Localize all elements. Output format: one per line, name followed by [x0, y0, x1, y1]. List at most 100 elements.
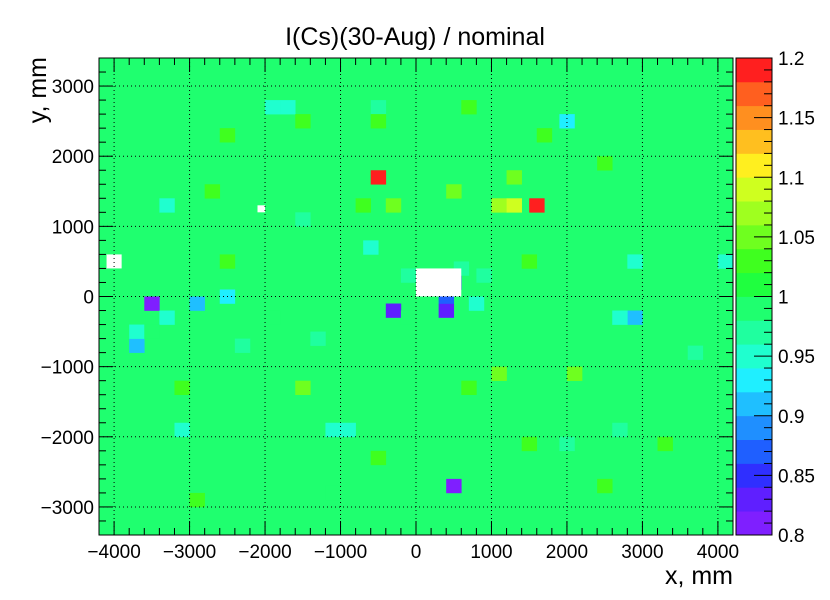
- heatmap-cell: [355, 198, 372, 213]
- color-scale-label: 0.8: [778, 526, 804, 547]
- color-scale-label: 0.85: [778, 466, 815, 487]
- color-scale-label: 0.95: [778, 347, 815, 368]
- heatmap-cell: [559, 436, 575, 452]
- heatmap-cell: [363, 240, 379, 255]
- color-scale-label: 1.05: [778, 228, 815, 249]
- heatmap-cell: [438, 303, 455, 318]
- heatmap-cell: [612, 310, 628, 325]
- x-tick-label: −4000: [87, 542, 140, 563]
- color-scale-label: 1.2: [778, 49, 804, 70]
- grid-lines: [99, 58, 733, 535]
- color-scale-label: 0.9: [778, 407, 804, 428]
- heatmap-cell: [385, 303, 402, 318]
- color-scale-ticks: 0.8 0.85 0.9 0.95 1 1.05 1.1 1.15 1.2: [754, 49, 815, 547]
- heatmap-empty-cell: [106, 254, 122, 269]
- x-tick-label: −1000: [314, 542, 367, 563]
- y-tick-label: −2000: [41, 428, 94, 449]
- heatmap-cell: [506, 170, 522, 185]
- heatmap-empty-cell: [416, 268, 462, 297]
- heatmap-cell: [189, 296, 205, 311]
- heatmap-cell: [461, 380, 477, 396]
- heatmap-cell: [717, 254, 733, 269]
- heatmap-cell: [529, 198, 545, 213]
- heatmap-cell: [370, 100, 387, 115]
- heatmap-cell: [204, 184, 221, 199]
- y-axis-ticks: −3000 −2000 −1000 0 1000 2000 3000: [41, 57, 733, 536]
- heatmap-cell: [446, 478, 462, 494]
- heatmap-cell: [265, 100, 281, 115]
- heatmap-cell: [657, 436, 673, 452]
- x-tick-label: 1000: [470, 542, 512, 563]
- y-tick-label: 1000: [52, 217, 94, 238]
- heatmap-cell: [446, 184, 462, 199]
- heatmap-cell: [129, 324, 145, 339]
- heatmap-cell: [506, 198, 522, 213]
- x-tick-label: −2000: [238, 542, 291, 563]
- heatmap-cell: [219, 254, 236, 269]
- y-tick-label: −3000: [41, 498, 94, 519]
- x-tick-label: 4000: [697, 542, 739, 563]
- chart-title: I(Cs)(30-Aug) / nominal: [285, 23, 545, 51]
- heatmap-cell: [400, 268, 417, 283]
- heatmap-cell: [159, 198, 175, 213]
- x-tick-label: 0: [411, 542, 422, 563]
- y-tick-label: 0: [83, 288, 94, 309]
- heatmap-cell: [144, 324, 160, 339]
- x-tick-label: −3000: [163, 542, 216, 563]
- heatmap-cell: [612, 422, 628, 438]
- heatmap-cell: [325, 422, 341, 438]
- heatmap-cell: [189, 492, 205, 508]
- heatmap-cell: [687, 345, 704, 360]
- heatmap-cell: [129, 338, 145, 353]
- heatmap-cell: [468, 296, 485, 311]
- heatmap-cell: [144, 296, 160, 311]
- x-tick-label: 2000: [546, 542, 588, 563]
- heatmap-cell: [340, 422, 356, 438]
- heatmap-cell: [219, 128, 236, 143]
- heatmap-cell: [280, 100, 296, 115]
- heatmap-cell: [370, 450, 387, 466]
- heatmap-cell: [559, 114, 575, 129]
- heatmap-cell: [491, 198, 507, 213]
- heatmap-cell: [400, 310, 417, 325]
- color-scale-label: 1: [778, 288, 789, 309]
- heatmap-cell: [325, 485, 341, 501]
- heatmap-cell: [521, 254, 538, 269]
- heatmap-cell: [310, 331, 326, 346]
- plot-area: −4000 −3000 −2000 −1000 0 1000 2000 3000 4000 −3…: [41, 57, 739, 563]
- heatmap-cell: [370, 170, 387, 185]
- x-tick-label: 3000: [621, 542, 663, 563]
- heatmap-cell: [234, 338, 251, 353]
- heatmap-cell: [597, 478, 613, 494]
- heatmap-cell: [461, 100, 477, 115]
- y-axis-label: y, mm: [24, 57, 52, 123]
- heatmap-cell: [566, 366, 583, 381]
- heatmap-cell: [476, 268, 492, 283]
- heatmap-cell: [159, 310, 175, 325]
- heatmap-cell: [521, 436, 538, 452]
- heatmap-cell: [295, 380, 311, 396]
- heatmap-cell: [627, 254, 643, 269]
- heatmap-cell: [536, 128, 553, 143]
- heatmap-cell: [385, 198, 402, 213]
- x-axis-label: x, mm: [665, 562, 733, 590]
- y-tick-label: −1000: [41, 358, 94, 379]
- heatmap-cells: [99, 58, 733, 535]
- heatmap-cell: [597, 156, 613, 171]
- heatmap-cell: [295, 212, 311, 227]
- heatmap-cell: [174, 422, 190, 438]
- heatmap-cell: [295, 114, 311, 129]
- color-scale-bar: 0.8 0.85 0.9 0.95 1 1.05 1.1 1.15 1.2: [735, 49, 815, 547]
- y-tick-label: 3000: [52, 77, 94, 98]
- color-scale-label: 1.15: [778, 109, 815, 130]
- heatmap-cell: [174, 380, 190, 396]
- heatmap-empty-cell: [257, 205, 266, 213]
- x-axis-ticks: −4000 −3000 −2000 −1000 0 1000 2000 3000 4000: [87, 58, 739, 563]
- color-scale-label: 1.1: [778, 168, 804, 189]
- heatmap-cell: [491, 366, 507, 381]
- heatmap-cell: [265, 310, 281, 325]
- y-tick-label: 2000: [52, 147, 94, 168]
- heatmap-cell: [627, 310, 643, 325]
